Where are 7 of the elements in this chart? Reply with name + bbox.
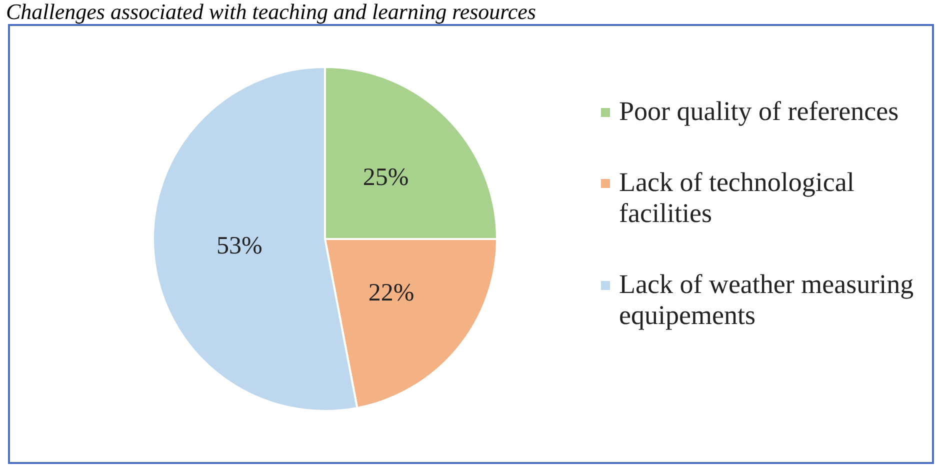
legend-label: Poor quality of references [619, 96, 899, 126]
chart-title: Challenges associated with teaching and learning resources [6, 0, 536, 24]
data-label: 53% [216, 232, 262, 260]
data-label: 25% [362, 164, 409, 191]
data-label: 22% [368, 279, 414, 306]
legend-label: Lack of technological facilities [619, 167, 854, 228]
legend-label: Lack of weather measuring equipements [619, 269, 914, 330]
